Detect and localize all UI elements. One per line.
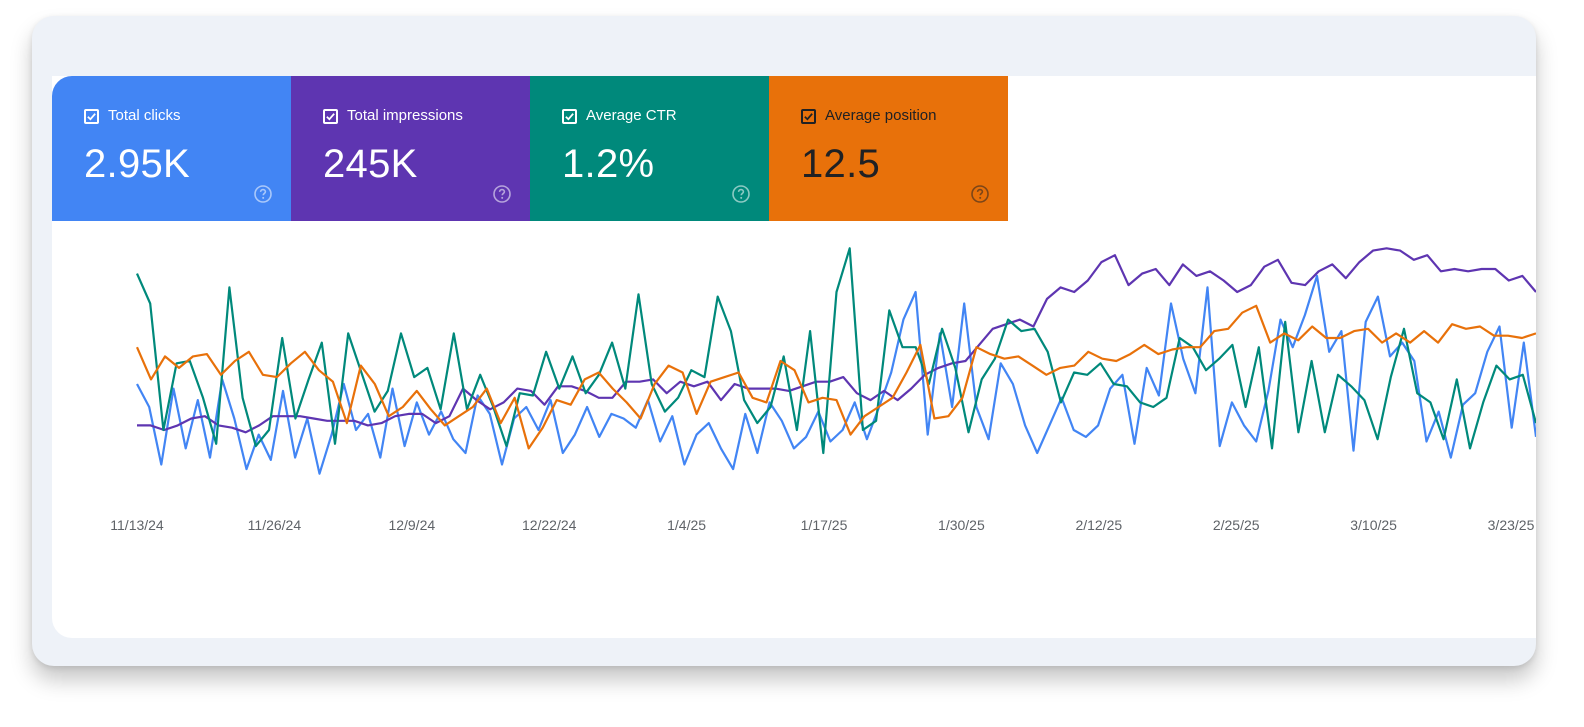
metric-card-header: Total impressions <box>323 107 530 125</box>
x-tick-label: 12/9/24 <box>388 517 435 533</box>
metric-card-header: Average position <box>801 107 1008 125</box>
metric-label: Total impressions <box>347 107 463 124</box>
series-line-impressions <box>137 247 1536 434</box>
metric-cards: Total clicks 2.95K Total impressions 245K Av… <box>52 76 1008 221</box>
metric-label: Average position <box>825 107 937 124</box>
metric-value: 12.5 <box>801 142 881 186</box>
x-tick-label: 3/23/25 <box>1488 517 1535 533</box>
series-line-clicks <box>136 274 1536 475</box>
x-tick-label: 3/10/25 <box>1350 517 1397 533</box>
search-performance-window: Total clicks 2.95K Total impressions 245K Av… <box>32 16 1536 666</box>
help-circle-icon[interactable] <box>492 184 512 204</box>
help-circle-icon[interactable] <box>253 184 273 204</box>
performance-panel: Total clicks 2.95K Total impressions 245K Av… <box>52 76 1536 638</box>
series-line-ctr <box>135 247 1536 455</box>
performance-chart: 11/13/24 11/26/24 12/9/24 12/22/24 1/4/25 1/1… <box>52 221 1536 638</box>
metric-card-header: Total clicks <box>84 107 291 125</box>
metric-value: 1.2% <box>562 142 655 186</box>
checkbox-icon[interactable] <box>84 108 99 124</box>
metric-value: 2.95K <box>84 142 191 186</box>
x-tick-label: 11/26/24 <box>248 517 302 533</box>
performance-line-chart: 11/13/24 11/26/24 12/9/24 12/22/24 1/4/25 1/1… <box>110 247 1536 533</box>
x-tick-label: 2/12/25 <box>1075 517 1122 533</box>
x-tick-label: 1/17/25 <box>801 517 848 533</box>
metric-card-impressions[interactable]: Total impressions 245K <box>291 76 530 221</box>
metric-value: 245K <box>323 142 418 186</box>
metric-card-header: Average CTR <box>562 107 769 125</box>
checkbox-icon[interactable] <box>323 108 338 124</box>
help-circle-icon[interactable] <box>731 184 751 204</box>
metric-card-ctr[interactable]: Average CTR 1.2% <box>530 76 769 221</box>
x-tick-label: 1/30/25 <box>938 517 985 533</box>
x-tick-label: 12/22/24 <box>522 517 577 533</box>
series-line-position <box>135 304 1536 450</box>
metric-label: Total clicks <box>108 107 181 124</box>
metric-label: Average CTR <box>586 107 677 124</box>
metric-card-position[interactable]: Average position 12.5 <box>769 76 1008 221</box>
x-tick-label: 2/25/25 <box>1213 517 1260 533</box>
checkbox-icon[interactable] <box>562 108 577 124</box>
help-circle-icon[interactable] <box>970 184 990 204</box>
x-tick-label: 11/13/24 <box>110 517 164 533</box>
x-tick-label: 1/4/25 <box>667 517 706 533</box>
metric-card-clicks[interactable]: Total clicks 2.95K <box>52 76 291 221</box>
checkbox-icon[interactable] <box>801 108 816 124</box>
